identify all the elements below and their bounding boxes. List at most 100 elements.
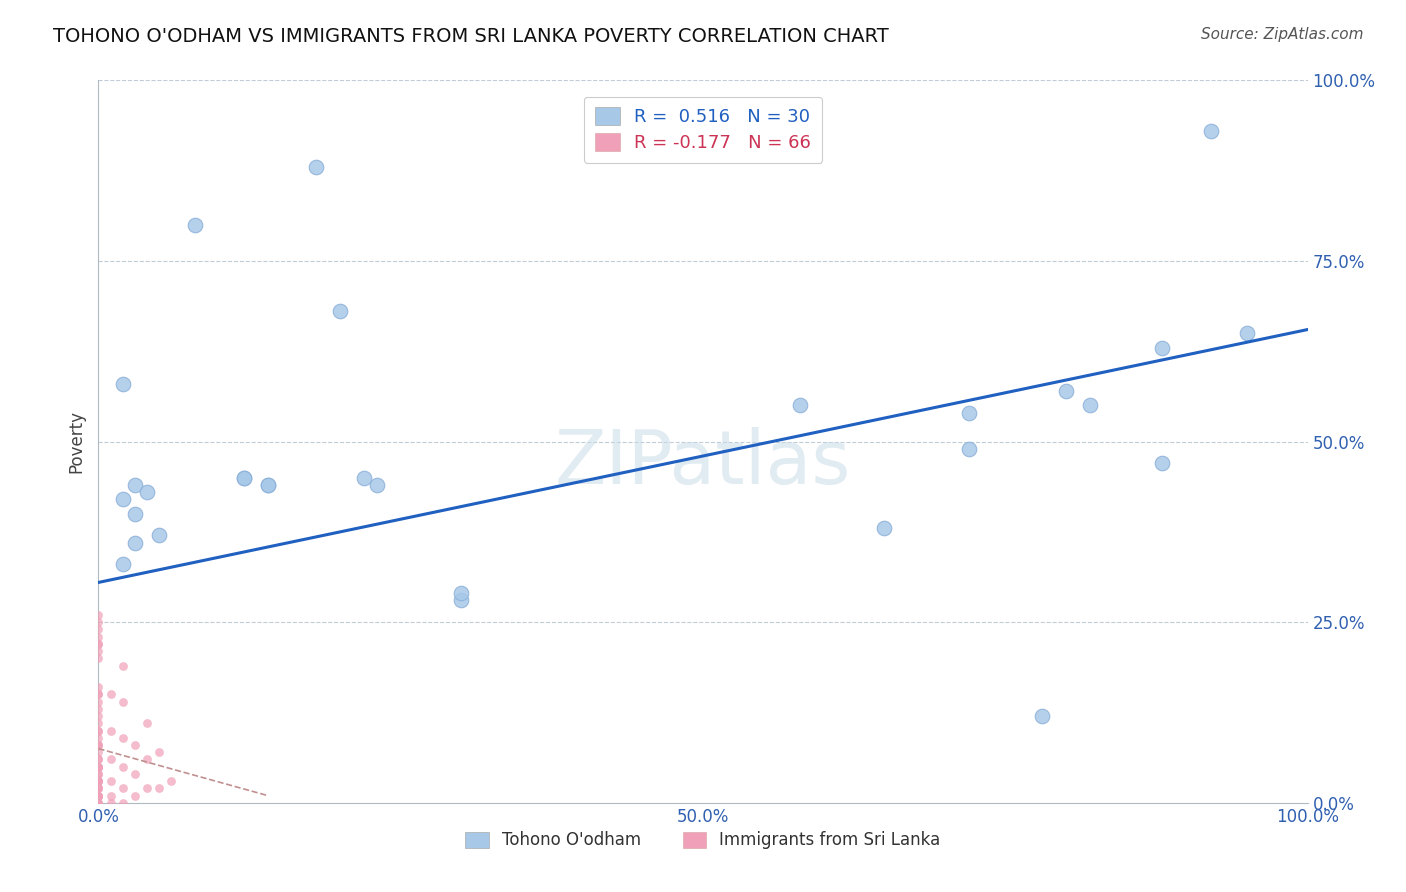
Point <box>87 630 110 644</box>
Point <box>87 651 110 665</box>
Point <box>111 731 134 745</box>
Point <box>1152 456 1174 470</box>
Point <box>135 781 157 796</box>
Point <box>87 760 110 774</box>
Point <box>87 796 110 810</box>
Point <box>87 687 110 701</box>
Point <box>111 658 134 673</box>
Point <box>1078 398 1101 412</box>
Point <box>366 478 388 492</box>
Point <box>87 637 110 651</box>
Y-axis label: Poverty: Poverty <box>67 410 86 473</box>
Point <box>87 760 110 774</box>
Point <box>87 731 110 745</box>
Point <box>87 774 110 789</box>
Point <box>87 738 110 752</box>
Point <box>184 218 207 232</box>
Point <box>87 767 110 781</box>
Point <box>232 470 254 484</box>
Point <box>135 716 157 731</box>
Point <box>957 442 980 456</box>
Point <box>100 774 122 789</box>
Point <box>160 774 183 789</box>
Point <box>124 478 146 492</box>
Point <box>148 528 170 542</box>
Point <box>87 760 110 774</box>
Text: ZIPatlas: ZIPatlas <box>555 426 851 500</box>
Point <box>87 615 110 630</box>
Point <box>873 521 896 535</box>
Point <box>87 774 110 789</box>
Point <box>329 304 352 318</box>
Point <box>87 702 110 716</box>
Point <box>87 781 110 796</box>
Point <box>111 760 134 774</box>
Point <box>87 709 110 723</box>
Point <box>87 738 110 752</box>
Point <box>450 593 472 607</box>
Point <box>111 376 134 391</box>
Point <box>87 607 110 622</box>
Point <box>353 470 375 484</box>
Point <box>87 695 110 709</box>
Point <box>111 492 134 507</box>
Point <box>305 160 328 174</box>
Text: TOHONO O'ODHAM VS IMMIGRANTS FROM SRI LANKA POVERTY CORRELATION CHART: TOHONO O'ODHAM VS IMMIGRANTS FROM SRI LA… <box>53 27 889 45</box>
Point <box>87 767 110 781</box>
Point <box>450 586 472 600</box>
Point <box>124 767 146 781</box>
Point <box>87 723 110 738</box>
Point <box>1199 124 1222 138</box>
Point <box>87 752 110 766</box>
Point <box>87 789 110 803</box>
Point <box>124 789 146 803</box>
Point <box>100 789 122 803</box>
Point <box>100 687 122 701</box>
Point <box>87 760 110 774</box>
Point <box>87 789 110 803</box>
Point <box>87 644 110 658</box>
Point <box>124 507 146 521</box>
Point <box>111 695 134 709</box>
Point <box>87 781 110 796</box>
Point <box>87 716 110 731</box>
Point <box>1152 341 1174 355</box>
Point <box>232 470 254 484</box>
Point <box>111 558 134 572</box>
Point <box>111 781 134 796</box>
Point <box>1054 384 1077 398</box>
Point <box>124 535 146 549</box>
Point <box>87 687 110 701</box>
Point <box>1031 709 1053 723</box>
Point <box>87 623 110 637</box>
Legend: Tohono O'odham, Immigrants from Sri Lanka: Tohono O'odham, Immigrants from Sri Lank… <box>458 824 948 856</box>
Point <box>87 789 110 803</box>
Point <box>135 485 157 500</box>
Point <box>148 745 170 759</box>
Point <box>87 738 110 752</box>
Point <box>100 796 122 810</box>
Point <box>87 789 110 803</box>
Point <box>87 796 110 810</box>
Point <box>256 478 278 492</box>
Point <box>135 752 157 766</box>
Point <box>148 781 170 796</box>
Point <box>87 752 110 766</box>
Point <box>87 745 110 759</box>
Point <box>87 680 110 694</box>
Point <box>87 781 110 796</box>
Text: Source: ZipAtlas.com: Source: ZipAtlas.com <box>1201 27 1364 42</box>
Point <box>957 406 980 420</box>
Point <box>87 796 110 810</box>
Point <box>124 738 146 752</box>
Point <box>87 723 110 738</box>
Point <box>100 752 122 766</box>
Point <box>87 774 110 789</box>
Point <box>87 774 110 789</box>
Point <box>111 796 134 810</box>
Point <box>789 398 811 412</box>
Point <box>87 637 110 651</box>
Point <box>87 789 110 803</box>
Point <box>256 478 278 492</box>
Point <box>1236 326 1258 340</box>
